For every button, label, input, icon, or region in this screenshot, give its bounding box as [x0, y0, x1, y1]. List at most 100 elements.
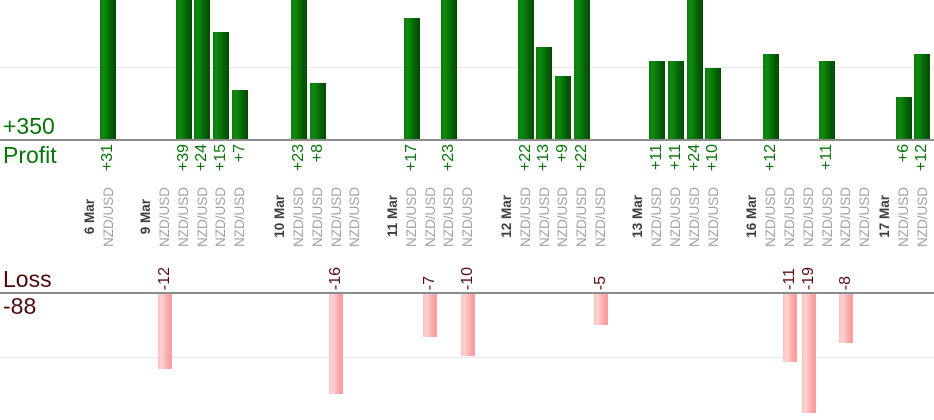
profit-value-label-text: +23 — [440, 144, 458, 172]
instrument-label-text: NZD/USD — [213, 186, 229, 247]
instrument-label: NZD/USD — [554, 185, 572, 248]
profit-bar — [213, 32, 230, 141]
instrument-label-text: NZD/USD — [914, 186, 930, 247]
profit-bar — [763, 54, 779, 141]
date-label: 16 Mar — [743, 185, 761, 248]
profit-bar — [194, 0, 211, 141]
loss-bar — [782, 293, 797, 362]
profit-value-label: +15 — [212, 144, 230, 192]
profit-value-label-text: +6 — [894, 144, 912, 163]
loss-value-label-text: -12 — [155, 266, 173, 290]
date-label-text: 17 Mar — [876, 195, 892, 238]
profit-bar — [403, 18, 420, 141]
profit-value-label-text: +9 — [554, 144, 572, 163]
profit-bar — [517, 0, 534, 141]
date-label: 9 Mar — [137, 185, 155, 248]
profit-value-label-text: +11 — [648, 144, 665, 170]
date-label: 12 Mar — [498, 185, 516, 248]
profit-value-label-text: +8 — [308, 144, 326, 163]
profit-bar — [914, 54, 931, 141]
date-label: 13 Mar — [629, 185, 647, 248]
profit-value-label: +22 — [573, 144, 591, 192]
instrument-label-text: NZD/USD — [194, 186, 210, 247]
instrument-label: NZD/USD — [856, 185, 874, 248]
profit-value-label-text: +31 — [99, 144, 117, 172]
instrument-label-text: NZD/USD — [157, 186, 173, 247]
profit-value-label: +11 — [648, 144, 666, 192]
loss-bar — [329, 293, 344, 394]
instrument-label: NZD/USD — [290, 185, 308, 248]
date-label: 11 Mar — [384, 185, 402, 248]
date-label: 17 Mar — [876, 185, 894, 248]
loss-value-label-text: -10 — [458, 266, 476, 290]
instrument-label-text: NZD/USD — [347, 186, 363, 247]
date-label-text: 16 Mar — [744, 195, 760, 238]
profit-bar — [232, 90, 248, 141]
date-label-text: 9 Mar — [138, 198, 154, 235]
profit-value-label: +22 — [517, 144, 535, 192]
profit-bar — [309, 83, 326, 141]
profit-value-label: +7 — [231, 144, 249, 192]
profit-bar — [574, 0, 590, 141]
loss-value-label: -16 — [327, 242, 345, 290]
profit-value-label: +11 — [818, 144, 836, 192]
profit-value-label: +11 — [667, 144, 685, 192]
loss-section-label: Loss — [3, 266, 52, 292]
instrument-label: NZD/USD — [762, 185, 780, 248]
profit-value-label: +23 — [290, 144, 308, 192]
profit-bar — [441, 0, 458, 141]
loss-value-label: -12 — [156, 242, 174, 290]
profit-gridline — [0, 67, 934, 68]
profit-value-label: +39 — [175, 144, 193, 192]
instrument-label: NZD/USD — [175, 185, 193, 248]
profit-bar — [175, 0, 192, 141]
profit-value-label: +24 — [686, 144, 704, 192]
profit-value-label: +13 — [535, 144, 553, 192]
instrument-label: NZD/USD — [193, 185, 211, 248]
loss-value-label: -5 — [592, 242, 610, 290]
profit-bar — [555, 76, 572, 141]
loss-value-label: -19 — [800, 242, 818, 290]
profit-value-label-text: +17 — [402, 144, 420, 172]
loss-value-label-text: -5 — [591, 275, 609, 290]
profit-bar — [895, 97, 912, 141]
loss-value-label-text: -7 — [421, 275, 439, 290]
instrument-label: NZD/USD — [346, 185, 364, 248]
loss-value-label-text: -8 — [837, 275, 855, 290]
loss-value-label: -7 — [421, 242, 439, 290]
profit-bar — [686, 0, 703, 141]
instrument-label-text: NZD/USD — [763, 186, 779, 247]
instrument-label-text: NZD/USD — [574, 186, 590, 247]
loss-axis-line — [0, 292, 934, 294]
profit-bar — [536, 47, 553, 141]
instrument-label: NZD/USD — [667, 185, 685, 248]
profit-value-label: +12 — [913, 144, 931, 192]
profit-value-label-text: +24 — [193, 144, 211, 172]
instrument-label: NZD/USD — [99, 185, 117, 248]
profit-value-label: +9 — [554, 144, 572, 192]
loss-gridline — [0, 357, 934, 358]
instrument-label-text: NZD/USD — [328, 186, 344, 247]
instrument-label-text: NZD/USD — [100, 186, 116, 247]
profit-axis-line — [0, 139, 934, 141]
instrument-label: NZD/USD — [535, 185, 553, 248]
instrument-label-text: NZD/USD — [536, 186, 552, 247]
instrument-label: NZD/USD — [800, 185, 818, 248]
profit-bar — [819, 61, 836, 141]
instrument-label-text: NZD/USD — [857, 186, 873, 247]
instrument-label: NZD/USD — [648, 185, 666, 248]
instrument-label: NZD/USD — [573, 185, 591, 248]
instrument-label: NZD/USD — [212, 185, 230, 248]
instrument-label: NZD/USD — [156, 185, 174, 248]
profit-value-label-text: +12 — [913, 144, 931, 172]
date-label-text: 11 Mar — [384, 195, 400, 238]
profit-value-label-text: +24 — [685, 144, 703, 172]
instrument-label: NZD/USD — [440, 185, 458, 248]
loss-value-label: -11 — [781, 242, 799, 290]
instrument-label: NZD/USD — [459, 185, 477, 248]
profit-value-label-text: +23 — [289, 144, 307, 172]
loss-value-label: -8 — [837, 242, 855, 290]
profit-value-label-text: +15 — [212, 144, 230, 172]
instrument-label: NZD/USD — [421, 185, 439, 248]
